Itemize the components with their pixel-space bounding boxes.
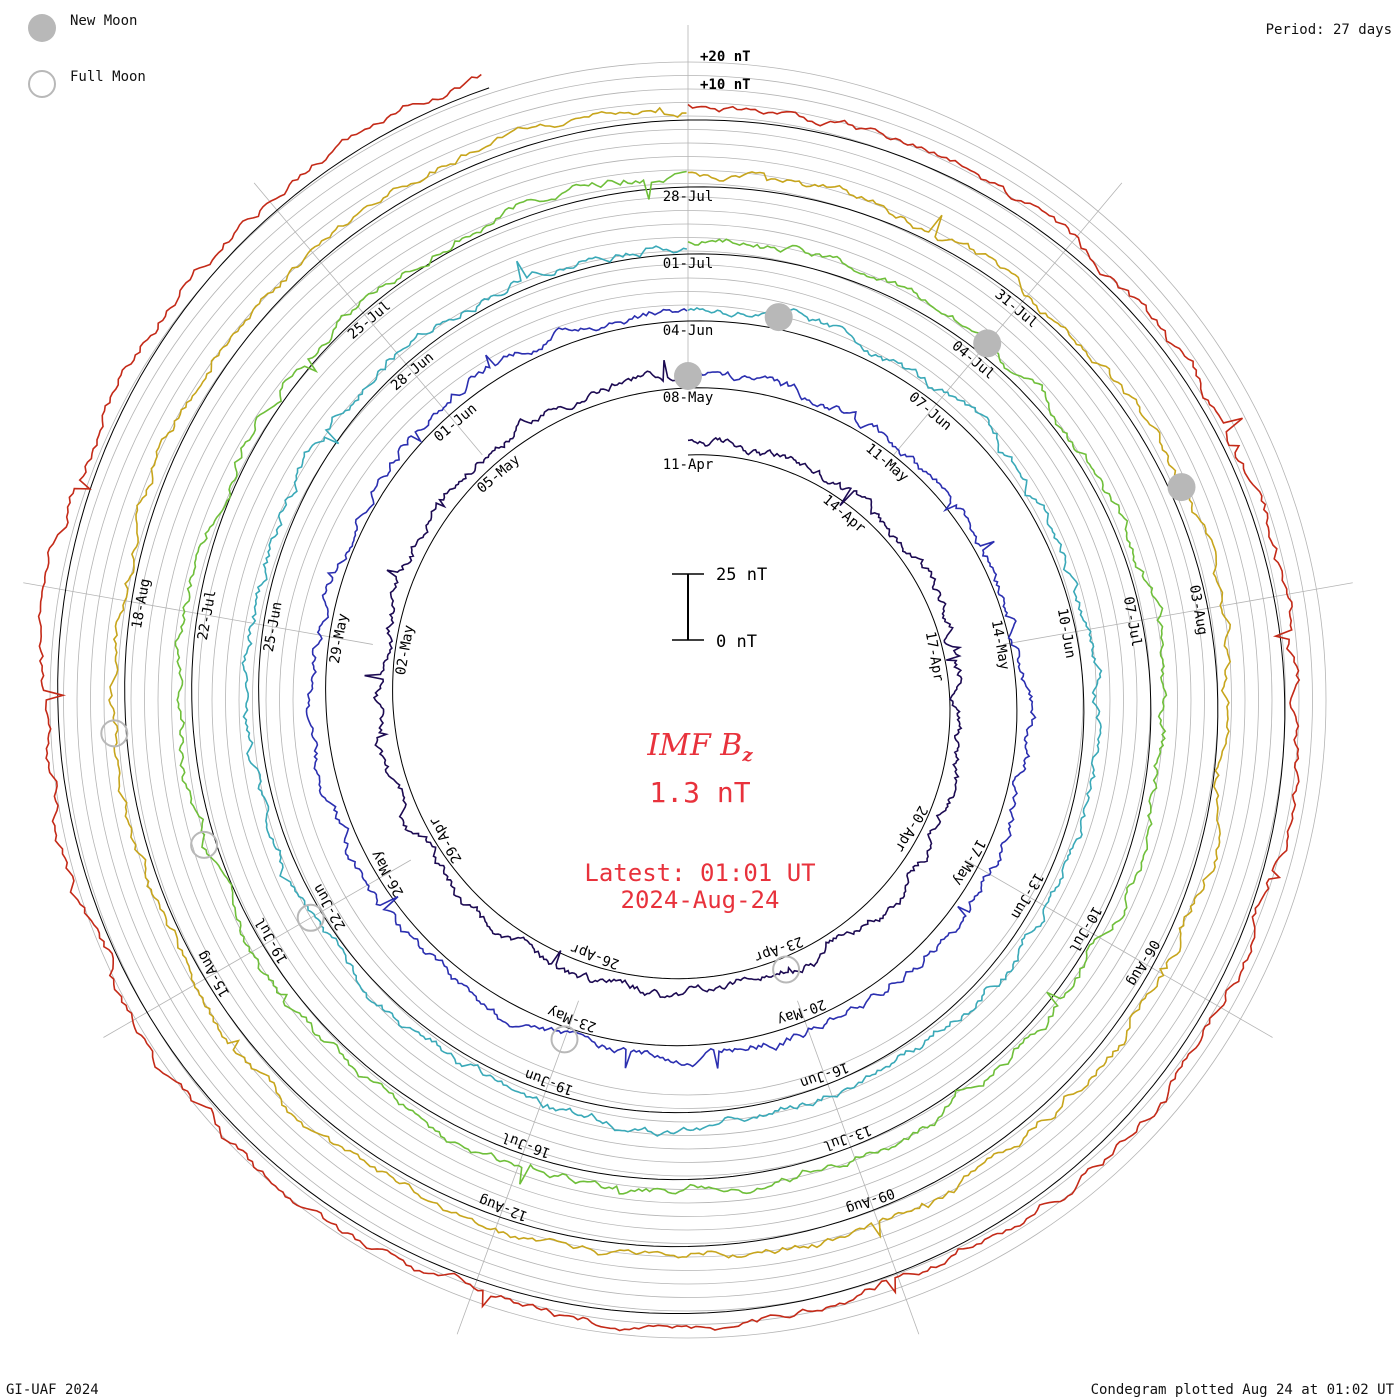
grid-spoke — [1003, 582, 1353, 645]
series-trace-rotation-5 — [108, 106, 1232, 1259]
footer-plot-time: Condegram plotted Aug 24 at 01:02 UT — [1090, 1382, 1394, 1398]
date-label: 22-Jul — [195, 589, 220, 642]
new-moon-icon — [28, 14, 56, 42]
date-label: 23-Apr — [752, 933, 805, 965]
date-label: 20-Apr — [891, 803, 930, 855]
latest-date: 2024-Aug-24 — [620, 886, 780, 914]
grid-spoke — [456, 1000, 579, 1335]
full-moon-marker — [550, 1025, 579, 1054]
new-moon-marker — [973, 329, 1002, 358]
date-label: 01-Jun — [431, 401, 480, 446]
series-trace-rotation-6 — [37, 73, 1301, 1332]
series-trace-rotation-3 — [241, 245, 1103, 1137]
scale-bar: 25 nT 0 nT — [672, 565, 767, 652]
date-label: 08-May — [663, 390, 714, 406]
grid-spoke — [797, 1000, 920, 1335]
series-trace-rotation-4 — [174, 170, 1168, 1195]
ring-label-20nt: +20 nT — [700, 49, 751, 65]
date-label: 16-Jun — [798, 1059, 851, 1091]
grid-spoke — [253, 182, 483, 456]
series-trace-rotation-1 — [364, 360, 963, 999]
full-moon-marker — [296, 903, 325, 932]
scale-bar-top-label: 25 nT — [716, 565, 767, 585]
footer-credit: GI-UAF 2024 — [6, 1382, 99, 1398]
chart-grid — [23, 25, 1353, 1339]
new-moon-label: New Moon — [70, 13, 138, 29]
parameter-title: IMF Bz — [0, 728, 1400, 766]
date-label: 17-Apr — [922, 630, 947, 683]
full-moon-label: Full Moon — [70, 69, 146, 85]
ring-label-10nt: +10 nT — [700, 77, 751, 93]
date-label: 01-Jul — [663, 256, 714, 272]
date-label: 11-May — [862, 441, 911, 486]
scale-bar-bottom-label: 0 nT — [716, 632, 757, 652]
date-label: 02-May — [393, 624, 418, 677]
date-label: 28-Jul — [663, 189, 714, 205]
full-moon-icon — [28, 70, 56, 98]
date-label: 14-May — [988, 619, 1013, 672]
date-label: 10-Jun — [1054, 607, 1079, 660]
new-moon-marker — [674, 362, 702, 390]
grid-ring — [292, 304, 1084, 1096]
date-label: 26-Apr — [568, 940, 621, 972]
date-label: 11-Apr — [663, 457, 714, 473]
chart-traces — [37, 73, 1301, 1332]
period-label: Period: 27 days — [1265, 22, 1392, 38]
new-moon-marker — [1167, 473, 1196, 502]
date-label: 31-Jul — [992, 287, 1041, 332]
full-moon-marker — [100, 719, 129, 748]
legend-new-moon: New Moon — [28, 13, 138, 42]
moon-markers — [100, 303, 1196, 1054]
date-label: 20-May — [775, 996, 828, 1028]
new-moon-marker — [764, 303, 793, 332]
full-moon-marker — [772, 955, 801, 984]
date-label: 19-Jun — [523, 1066, 576, 1098]
parameter-name: IMF B — [647, 728, 743, 763]
current-value: 1.3 nT — [649, 776, 751, 809]
grid-spoke — [103, 859, 412, 1038]
date-label: 04-Jun — [663, 323, 714, 339]
date-label: 05-May — [474, 452, 523, 497]
full-moon-marker — [190, 830, 219, 859]
legend-full-moon: Full Moon — [28, 69, 146, 98]
date-label: 29-May — [327, 612, 352, 665]
date-label: 07-Jun — [905, 389, 954, 434]
latest-time-label: Latest: 01:01 UT — [584, 859, 816, 887]
latest-time: Latest: 01:01 UT 2024-Aug-24 — [0, 860, 1400, 914]
date-label: 25-Jun — [261, 601, 286, 654]
date-label: 25-Jul — [345, 298, 394, 343]
parameter-subscript: z — [742, 745, 753, 766]
grid-spoke — [23, 582, 373, 645]
series-trace-rotation-2 — [305, 307, 1037, 1069]
baseline-spiral — [57, 87, 1286, 1314]
grid-spoke — [893, 182, 1123, 456]
date-labels: 11-Apr14-Apr17-Apr20-Apr23-Apr26-Apr29-A… — [129, 189, 1210, 1224]
